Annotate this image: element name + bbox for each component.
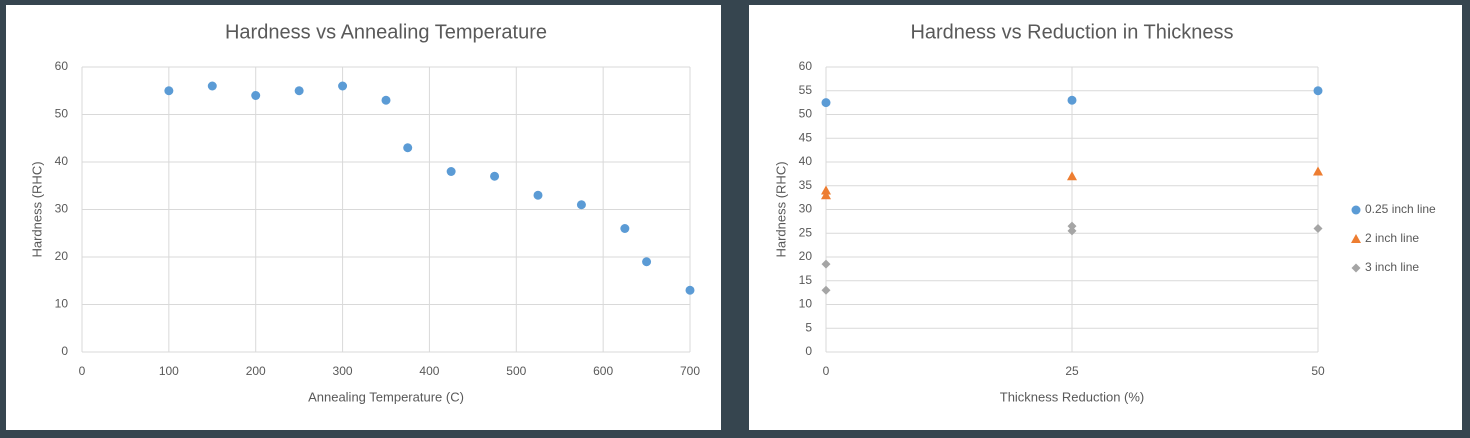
x-tick-label: 700 [680,364,700,378]
panel [749,5,1462,430]
marker [821,185,831,195]
marker [164,86,174,96]
marker [821,98,831,108]
marker [381,95,391,105]
y-tick-label: 5 [805,320,812,334]
chart-title: Hardness vs Reduction in Thickness [910,21,1233,43]
marker [490,171,500,181]
marker [1067,171,1077,181]
y-tick-label: 50 [55,107,69,121]
legend-label: 3 inch line [1365,260,1419,274]
legend-label: 2 inch line [1365,231,1419,245]
y-tick-label: 30 [799,202,813,216]
x-tick-label: 100 [159,364,179,378]
y-tick-label: 20 [799,249,813,263]
y-tick-label: 0 [61,344,68,358]
marker [821,190,831,200]
x-tick-label: 600 [593,364,613,378]
x-axis-label: Thickness Reduction (%) [1000,389,1145,404]
y-axis-label: Hardness (RHC) [29,161,44,257]
legend-marker [1351,234,1361,243]
x-tick-label: 400 [419,364,439,378]
marker [1313,166,1323,176]
x-axis-label: Annealing Temperature (C) [308,389,464,404]
marker [642,257,652,267]
marker [446,167,456,176]
y-tick-label: 10 [799,297,813,311]
marker [533,190,543,200]
marker [1313,86,1323,96]
y-tick-label: 30 [55,202,69,216]
legend-label: 0.25 inch line [1365,202,1436,216]
y-tick-label: 45 [799,130,813,144]
x-tick-label: 200 [246,364,266,378]
marker [207,81,217,91]
y-tick-label: 0 [805,344,812,358]
y-tick-label: 10 [55,297,69,311]
x-tick-label: 0 [79,364,86,378]
y-tick-label: 40 [55,154,69,168]
marker [403,143,413,153]
y-tick-label: 60 [55,59,69,73]
x-tick-label: 500 [506,364,526,378]
x-tick-label: 300 [333,364,353,378]
y-tick-label: 55 [799,83,813,97]
y-tick-label: 60 [799,59,813,73]
marker [1067,226,1077,236]
x-tick-label: 25 [1065,364,1079,378]
marker [1313,224,1323,233]
marker [620,224,630,233]
y-tick-label: 20 [55,249,69,263]
chart-title: Hardness vs Annealing Temperature [225,21,547,43]
y-tick-label: 15 [799,273,813,287]
marker [1067,95,1077,105]
panel [6,5,721,430]
y-tick-label: 50 [799,107,813,121]
marker [821,259,831,269]
y-tick-label: 35 [799,178,813,192]
marker [294,86,304,96]
marker [1067,221,1077,231]
marker [685,285,695,295]
marker [576,200,586,210]
legend-marker [1351,263,1361,273]
y-tick-label: 25 [799,225,813,239]
x-tick-label: 0 [823,364,830,378]
y-axis-label: Hardness (RHC) [773,161,788,257]
marker [338,81,348,91]
marker [821,285,831,295]
marker [251,91,261,100]
x-tick-label: 50 [1311,364,1325,378]
legend-marker [1351,205,1361,215]
y-tick-label: 40 [799,154,813,168]
